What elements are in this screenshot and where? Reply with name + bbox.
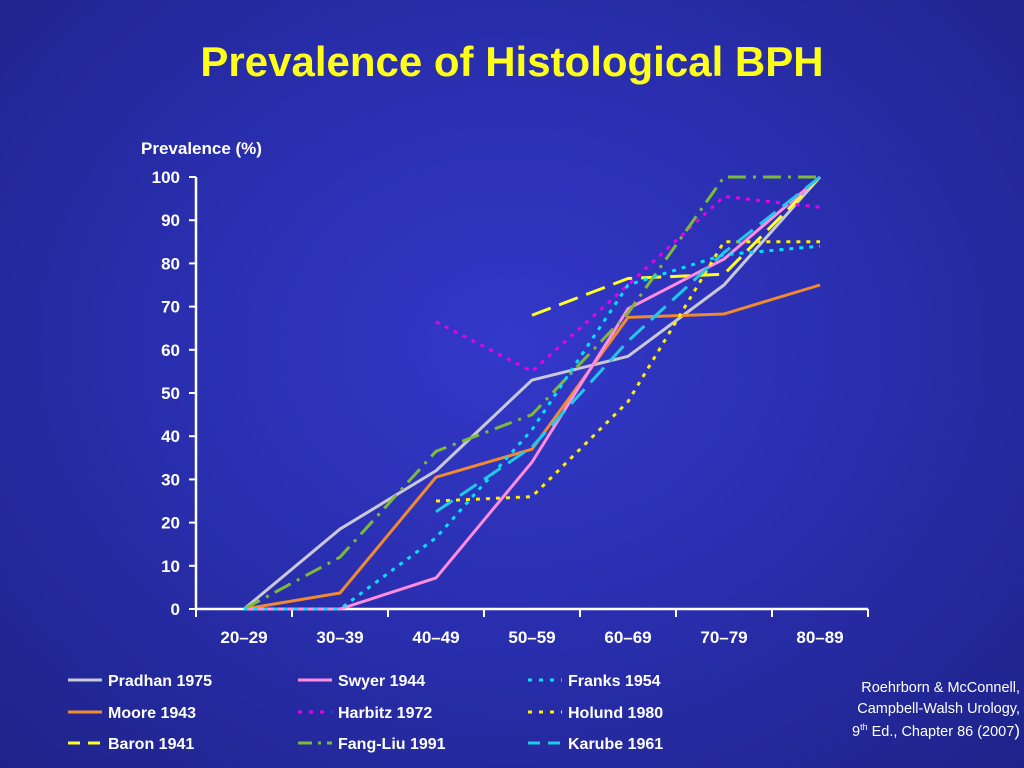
legend-label: Baron 1941 <box>108 736 194 753</box>
citation-edition-text: Ed., Chapter 86 (2007 <box>867 724 1015 740</box>
slide-title: Prevalence of Histological BPH <box>200 38 824 85</box>
y-tick-label: 10 <box>161 557 180 576</box>
y-tick-label: 100 <box>152 168 180 187</box>
y-tick-label: 70 <box>161 298 180 317</box>
citation-edition-number: 9 <box>852 724 861 740</box>
series-line-swyer-1944 <box>244 175 821 611</box>
series-line-baron-1941 <box>531 175 822 317</box>
x-tick-label: 70–79 <box>700 628 747 647</box>
y-tick-label: 0 <box>171 600 180 619</box>
citation-edition-suffix: th <box>860 722 868 733</box>
citation: Roehrborn & McConnell, Campbell-Walsh Ur… <box>760 678 1020 743</box>
series-line-pradhan-1975 <box>243 176 822 611</box>
y-tick-label: 80 <box>161 254 180 273</box>
x-tick-label: 40–49 <box>412 628 459 647</box>
y-tick-label: 50 <box>161 384 180 403</box>
y-axis-label: Prevalence (%) <box>141 139 262 158</box>
citation-line-2: Campbell-Walsh Urology, <box>857 701 1020 717</box>
series-line-harbitz-1972 <box>435 194 821 373</box>
y-tick-label: 60 <box>161 341 180 360</box>
citation-closing-paren: ) <box>1014 721 1020 740</box>
legend-label: Moore 1943 <box>108 705 196 722</box>
series-line-moore-1943 <box>243 283 821 611</box>
y-tick-label: 30 <box>161 470 180 489</box>
y-tick-label: 20 <box>161 514 180 533</box>
series-line-fang-liu-1991 <box>243 175 820 611</box>
x-tick-label: 30–39 <box>316 628 363 647</box>
legend-label: Fang-Liu 1991 <box>338 736 446 753</box>
legend-label: Karube 1961 <box>568 736 663 753</box>
x-tick-label: 50–59 <box>508 628 555 647</box>
legend-label: Holund 1980 <box>568 705 663 722</box>
citation-line-3: 9th Ed., Chapter 86 (2007) <box>760 720 1020 743</box>
y-tick-label: 90 <box>161 211 180 230</box>
citation-line-1: Roehrborn & McConnell, <box>861 680 1020 696</box>
x-tick-label: 80–89 <box>796 628 843 647</box>
legend-label: Franks 1954 <box>568 673 661 690</box>
series-line-holund-1980 <box>435 240 820 503</box>
legend-label: Pradhan 1975 <box>108 673 212 690</box>
x-tick-label: 20–29 <box>220 628 267 647</box>
legend-label: Harbitz 1972 <box>338 705 432 722</box>
series-line-karube-1961 <box>435 175 821 514</box>
series-line-franks-1954 <box>244 244 821 611</box>
legend-label: Swyer 1944 <box>338 673 425 690</box>
x-tick-label: 60–69 <box>604 628 651 647</box>
y-tick-label: 40 <box>161 427 180 446</box>
